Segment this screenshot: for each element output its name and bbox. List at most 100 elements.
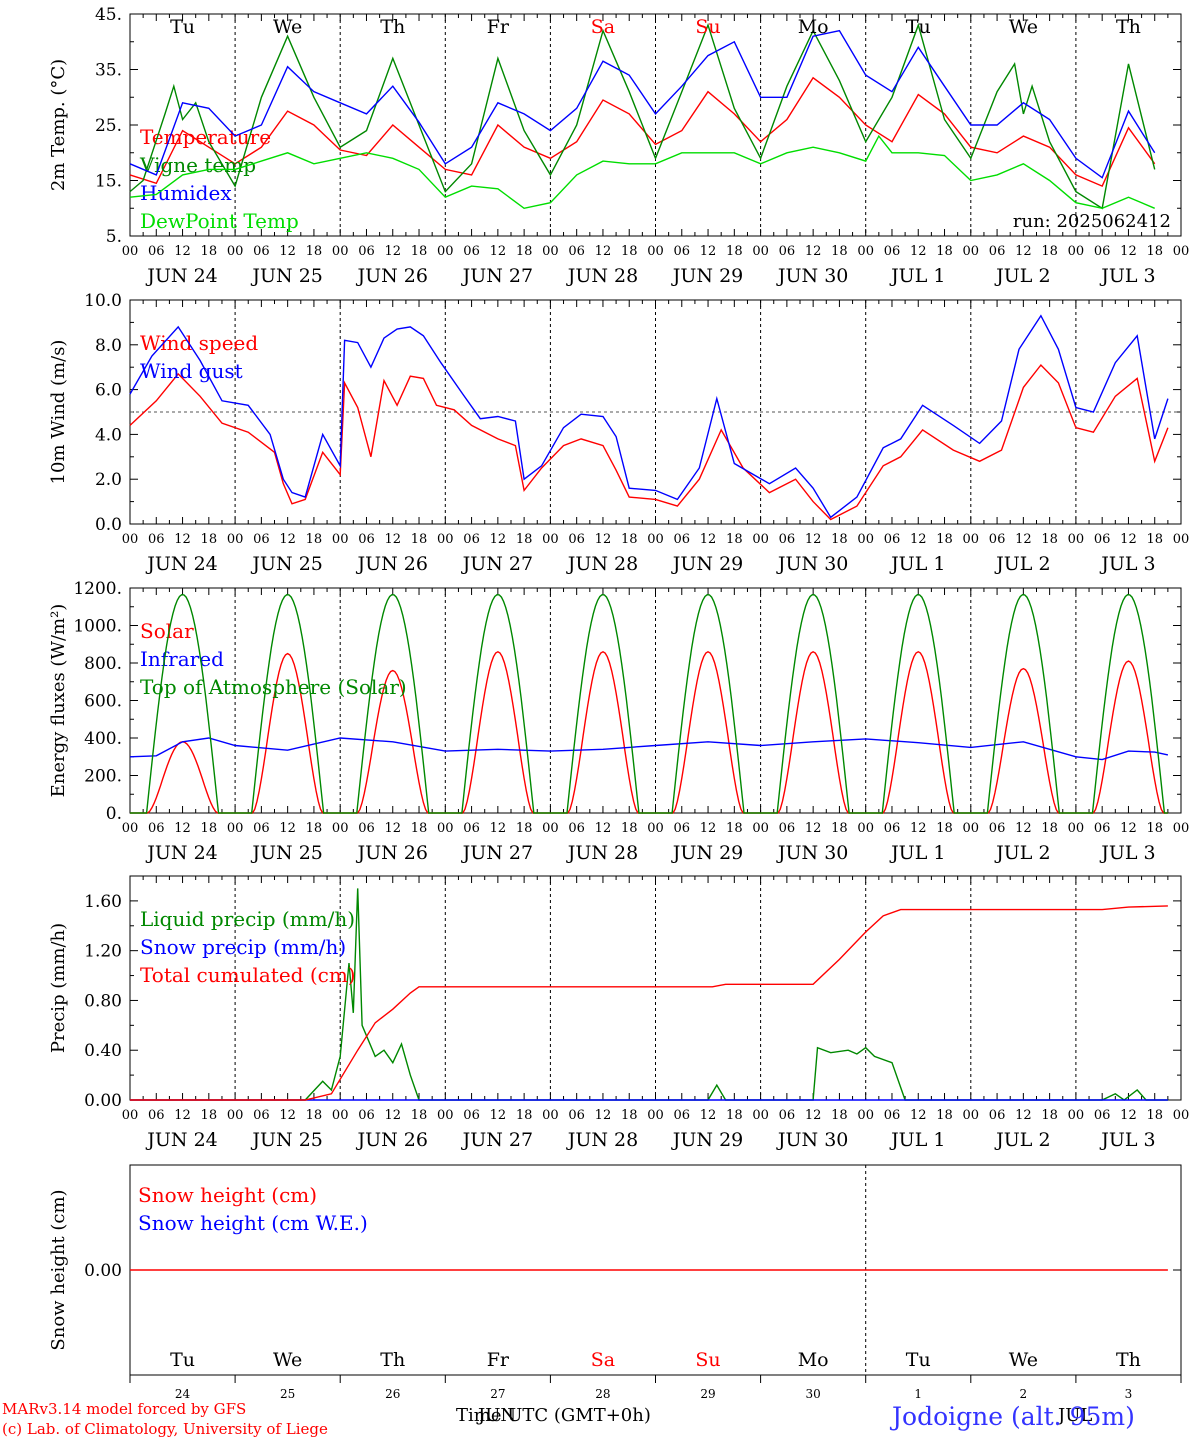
hour-label: 12 — [1120, 244, 1137, 259]
series-line-wind-speed — [129, 363, 1169, 521]
legend-entry: Top of Atmosphere (Solar) — [140, 675, 407, 699]
hour-label: 18 — [621, 244, 638, 259]
hour-label: 06 — [1094, 1108, 1111, 1123]
hour-label: 06 — [989, 532, 1006, 547]
day-of-week-label: Th — [1116, 16, 1141, 38]
y-tick-label: 800. — [84, 654, 122, 674]
hour-label: 12 — [1120, 821, 1137, 836]
series-line-temperature — [129, 76, 1156, 188]
date-label: JUL 2 — [994, 265, 1050, 287]
date-label: JUN 26 — [356, 553, 428, 575]
hour-label: 00 — [542, 821, 559, 836]
hour-label: 00 — [227, 1108, 244, 1123]
hour-label: 00 — [332, 532, 349, 547]
run-label: run: 2025062412 — [1013, 211, 1171, 232]
date-label: JUN 30 — [776, 842, 848, 864]
day-number-label: 2 — [1020, 1387, 1028, 1401]
legend-entry: Vigne temp — [139, 153, 256, 177]
hour-label: 00 — [437, 532, 454, 547]
hour-label: 18 — [726, 244, 743, 259]
hour-label: 18 — [831, 532, 848, 547]
y-tick-label: 1200. — [73, 579, 122, 599]
hour-label: 12 — [174, 1108, 191, 1123]
date-label: JUN 24 — [145, 1129, 217, 1151]
hour-label: 06 — [779, 821, 796, 836]
hour-label: 00 — [963, 244, 980, 259]
month-label-jun: JUN — [478, 1405, 517, 1426]
hour-label: 06 — [884, 1108, 901, 1123]
hour-label: 12 — [174, 244, 191, 259]
day-number-label: 27 — [490, 1387, 505, 1401]
legend-entry: Wind speed — [140, 331, 258, 355]
hour-label: 12 — [174, 532, 191, 547]
hour-label: 06 — [568, 532, 585, 547]
day-of-week-label: We — [273, 16, 302, 38]
hour-label: 18 — [1146, 1108, 1163, 1123]
hour-label: 00 — [752, 1108, 769, 1123]
date-label: JUN 25 — [250, 553, 322, 575]
day-of-week-label: We — [1009, 16, 1038, 38]
day-of-week-label: Sa — [591, 1349, 615, 1371]
hour-label: 12 — [490, 821, 507, 836]
y-tick-label: 200. — [84, 767, 122, 787]
hour-label: 12 — [595, 1108, 612, 1123]
panel-frame-2 — [129, 587, 1182, 814]
hour-label: 18 — [936, 821, 953, 836]
y-tick-label: 6.0 — [95, 381, 122, 401]
day-number-label: 24 — [175, 1387, 191, 1401]
hour-label: 12 — [805, 1108, 822, 1123]
y-tick-label: 25. — [95, 116, 122, 136]
legend-entry: Wind gust — [140, 359, 243, 383]
hour-label: 12 — [805, 821, 822, 836]
legend-entry: Infrared — [140, 647, 224, 671]
date-label: JUL 1 — [889, 265, 945, 287]
hour-label: 06 — [884, 532, 901, 547]
series-line-total-cumulated-cm- — [130, 905, 1168, 1101]
hour-label: 18 — [1041, 532, 1058, 547]
hour-label: 12 — [1015, 244, 1032, 259]
hour-label: 06 — [253, 532, 270, 547]
hour-label: 12 — [805, 244, 822, 259]
day-of-week-label: Th — [1116, 1349, 1141, 1371]
hour-label: 12 — [174, 821, 191, 836]
date-label: JUN 27 — [461, 265, 533, 287]
date-label: JUL 2 — [994, 1129, 1050, 1151]
hour-label: 18 — [516, 821, 533, 836]
hour-label: 18 — [831, 1108, 848, 1123]
hour-label: 00 — [1068, 532, 1085, 547]
hour-label: 06 — [989, 1108, 1006, 1123]
hour-label: 00 — [227, 821, 244, 836]
hour-label: 06 — [1094, 532, 1111, 547]
hour-label: 12 — [1120, 532, 1137, 547]
model-credit: MARv3.14 model forced by GFS (c) Lab. of… — [2, 1399, 328, 1439]
hour-label: 06 — [989, 821, 1006, 836]
date-label: JUN 28 — [566, 842, 638, 864]
hour-label: 18 — [621, 532, 638, 547]
date-label: JUL 3 — [1099, 265, 1155, 287]
legend-entry: Snow precip (mm/h) — [140, 935, 346, 959]
day-number-label: 25 — [280, 1387, 295, 1401]
hour-label: 06 — [884, 244, 901, 259]
x-axis-title: Time UTC (GMT+0h) — [456, 1405, 651, 1426]
hour-label: 12 — [490, 244, 507, 259]
hour-label: 06 — [463, 821, 480, 836]
date-label: JUN 27 — [461, 1129, 533, 1151]
date-label: JUN 30 — [776, 265, 848, 287]
hour-label: 12 — [279, 244, 296, 259]
hour-label: 12 — [805, 532, 822, 547]
date-label: JUL 2 — [994, 553, 1050, 575]
y-axis-title: 2m Temp. (°C) — [48, 59, 69, 191]
hour-label: 06 — [358, 532, 375, 547]
hour-label: 06 — [568, 1108, 585, 1123]
y-tick-label: 600. — [84, 692, 122, 712]
hour-label: 00 — [227, 532, 244, 547]
hour-label: 06 — [463, 532, 480, 547]
date-label: JUN 24 — [145, 553, 217, 575]
day-of-week-label: Sa — [591, 16, 615, 38]
y-tick-label: 2.0 — [95, 470, 122, 490]
hour-label: 00 — [122, 244, 139, 259]
date-label: JUN 24 — [145, 265, 217, 287]
y-tick-label: 15. — [95, 172, 122, 192]
hour-label: 06 — [148, 821, 165, 836]
